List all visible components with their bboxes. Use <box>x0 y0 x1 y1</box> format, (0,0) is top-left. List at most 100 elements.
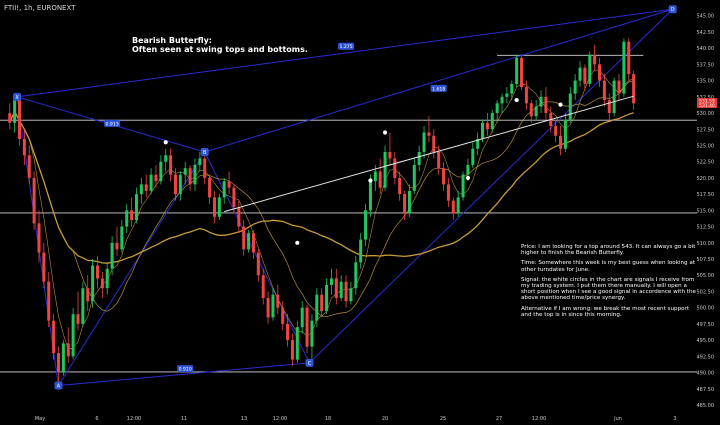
candle <box>461 171 465 201</box>
candle <box>520 54 524 91</box>
candle <box>76 291 80 331</box>
candle-body <box>178 174 182 195</box>
candle <box>515 54 519 88</box>
candle-body <box>8 113 12 123</box>
pattern-annotation: Bearish Butterfly: Often seen at swing t… <box>132 36 308 54</box>
candle-body <box>593 54 597 65</box>
candle-body <box>159 161 163 182</box>
candle <box>134 187 138 224</box>
candle <box>212 190 216 224</box>
candle <box>325 278 329 315</box>
candle <box>544 87 548 120</box>
price-tick-label: 535.00 <box>697 79 715 85</box>
note-price: Price: I am looking for a top around 543… <box>521 244 696 257</box>
candle-body <box>534 106 538 117</box>
candle <box>125 203 129 234</box>
pattern-point-label: X <box>13 92 22 101</box>
pattern-point-box <box>305 358 314 367</box>
candle-body <box>125 210 129 227</box>
signal-circle <box>295 240 300 245</box>
candle-body <box>388 151 392 159</box>
candle <box>71 307 75 360</box>
candle-body <box>91 265 95 302</box>
candle-body <box>578 67 582 81</box>
ratio-label: 1.618 <box>430 84 447 92</box>
candle <box>183 161 187 185</box>
pattern-point-text: X <box>15 95 19 101</box>
candle <box>627 38 631 81</box>
candle <box>154 164 158 188</box>
candle-body <box>524 87 528 104</box>
candle-body <box>481 122 485 139</box>
candle-body <box>276 294 280 308</box>
candle-body <box>32 177 36 224</box>
candle <box>61 340 65 376</box>
candle-body <box>139 184 143 195</box>
pattern-point-box <box>54 381 63 390</box>
candle-body <box>510 83 514 94</box>
candle <box>300 301 304 334</box>
ratio-text: 0.913 <box>106 121 119 127</box>
pattern-point-text: C <box>308 361 312 367</box>
candle <box>578 61 582 88</box>
candle <box>66 327 70 363</box>
ratio-box <box>177 365 194 373</box>
candle <box>320 288 324 318</box>
candle-body <box>398 177 402 195</box>
time-tick-label: Jun <box>613 416 622 422</box>
ratio-text: 1.275 <box>339 44 352 50</box>
candle <box>237 200 241 234</box>
candle-body <box>281 307 285 324</box>
candle-body <box>37 223 41 253</box>
candle-body <box>461 174 465 198</box>
pattern-ratio-line <box>58 362 310 387</box>
candle-body <box>417 151 421 165</box>
price-tick-label: 507.50 <box>697 257 715 263</box>
candle <box>222 177 226 204</box>
candle-body <box>407 190 411 214</box>
candle-body <box>203 158 207 178</box>
candle <box>198 151 202 172</box>
candle <box>32 171 36 230</box>
pattern-point-box <box>200 147 209 156</box>
candle-body <box>27 155 31 178</box>
candle-body <box>583 67 587 84</box>
candle-body <box>315 294 319 321</box>
candle-body <box>169 155 173 175</box>
ratio-label: 1.275 <box>338 42 355 50</box>
time-tick-label: 13 <box>241 416 247 422</box>
price-tick-label: 527.50 <box>697 127 715 133</box>
candle-body <box>71 314 75 357</box>
candle-body <box>222 181 226 198</box>
price-tick-label: 495.00 <box>697 338 715 344</box>
candle-body <box>242 226 246 250</box>
candle <box>524 80 528 110</box>
candle <box>388 132 392 165</box>
candle-body <box>378 171 382 188</box>
candle <box>188 164 192 191</box>
candle <box>398 171 402 201</box>
note-time: Time: Somewhere this week is my best gue… <box>521 260 696 273</box>
candle <box>86 275 90 311</box>
candle-body <box>598 64 602 81</box>
candle <box>539 90 543 114</box>
time-tick-label: 3 <box>673 416 676 422</box>
candle <box>251 229 255 260</box>
candle-body <box>251 233 255 253</box>
note-signal: Signal: the white circles in the chart a… <box>521 276 696 302</box>
pattern-leg <box>58 151 206 386</box>
pattern-point-text: B <box>203 150 207 156</box>
candle <box>81 281 85 328</box>
candle <box>164 148 168 172</box>
candle <box>602 74 606 107</box>
candle-body <box>144 184 148 191</box>
candle <box>598 57 602 88</box>
price-tick-label: 545.00 <box>697 14 715 20</box>
price-tick-label: 530.00 <box>697 111 715 117</box>
pattern-point-box <box>668 5 677 14</box>
candle-body <box>105 268 109 289</box>
candle <box>359 233 363 269</box>
candle <box>407 184 411 217</box>
candle-body <box>442 168 446 185</box>
